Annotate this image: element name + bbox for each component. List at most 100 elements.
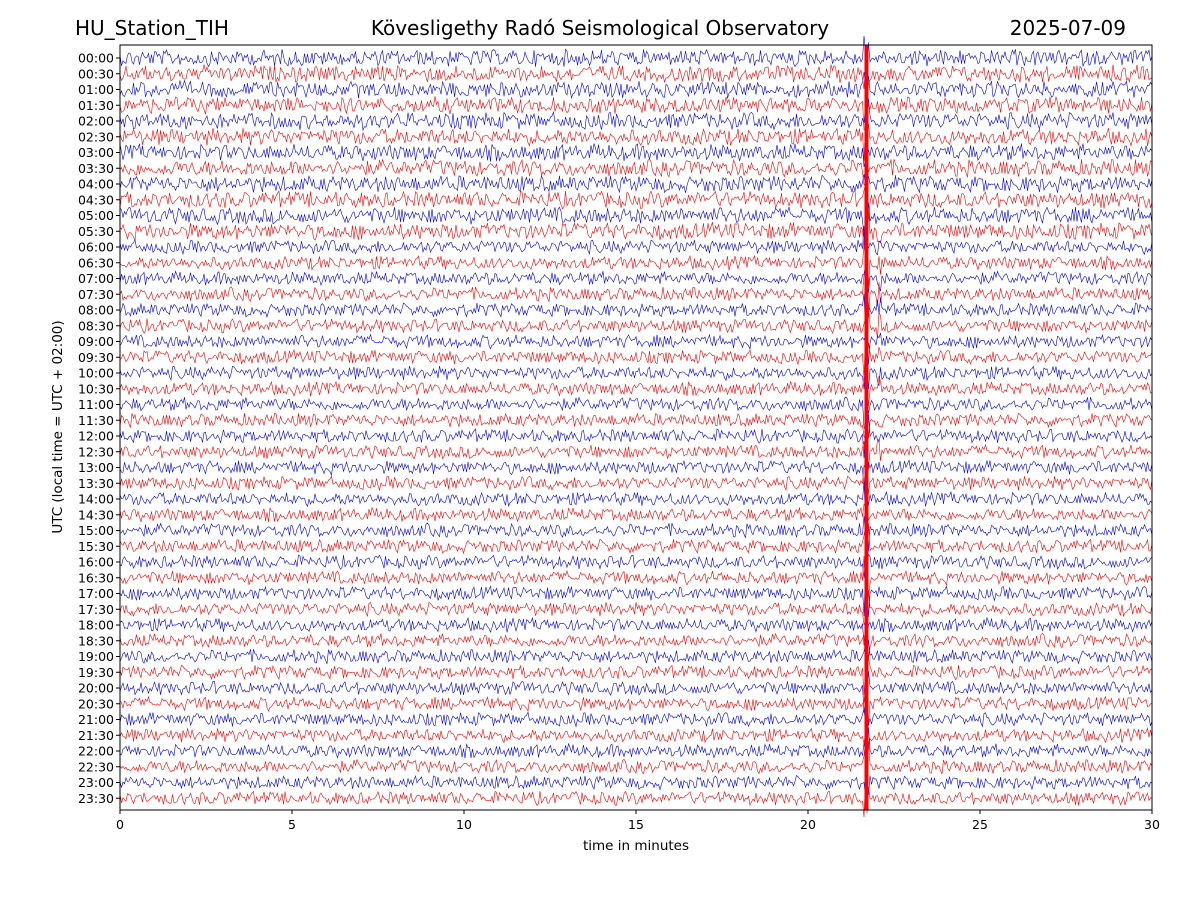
y-tick-label: 02:00 — [78, 114, 114, 129]
trace-0130 — [119, 91, 1153, 131]
x-tick-label: 0 — [116, 817, 124, 832]
y-tick-label: 01:30 — [78, 98, 114, 113]
y-tick-label: 10:00 — [78, 366, 114, 381]
trace-0000 — [119, 35, 1153, 82]
trace-0530 — [119, 209, 1153, 250]
y-tick-label: 00:00 — [78, 51, 114, 66]
y-tick-label: 20:00 — [78, 681, 114, 696]
y-tick-label: 09:00 — [78, 334, 114, 349]
y-tick-label: 08:30 — [78, 318, 114, 333]
y-tick-label: 18:30 — [78, 633, 114, 648]
trace-1130 — [119, 406, 1153, 441]
y-tick-label: 12:00 — [78, 429, 114, 444]
y-tick-label: 15:30 — [78, 539, 114, 554]
y-tick-label: 10:30 — [78, 381, 114, 396]
y-tick-label: 08:00 — [78, 303, 114, 318]
y-tick-label: 20:30 — [78, 696, 114, 711]
y-tick-label: 05:30 — [78, 224, 114, 239]
y-tick-label: 12:30 — [78, 444, 114, 459]
y-tick-label: 22:00 — [78, 744, 114, 759]
x-axis-label: time in minutes — [583, 838, 689, 854]
trace-0200 — [119, 98, 1153, 132]
x-tick-label: 10 — [456, 817, 472, 832]
y-tick-label: 19:30 — [78, 665, 114, 680]
y-tick-label: 01:00 — [78, 82, 114, 97]
y-tick-label: 02:30 — [78, 129, 114, 144]
trace-2330 — [119, 778, 1153, 818]
trace-0230 — [119, 123, 1153, 162]
trace-0700 — [119, 264, 1153, 301]
y-tick-label: 11:30 — [78, 413, 114, 428]
trace-0300 — [119, 143, 1153, 167]
trace-0830 — [119, 302, 1153, 348]
y-tick-label: 03:00 — [78, 145, 114, 160]
trace-1630 — [119, 554, 1153, 597]
y-tick-label: 17:00 — [78, 586, 114, 601]
trace-2300 — [119, 774, 1153, 798]
y-tick-label: 17:30 — [78, 602, 114, 617]
trace-2230 — [119, 740, 1153, 790]
x-tick-label: 20 — [800, 817, 816, 832]
y-tick-label: 13:00 — [78, 460, 114, 475]
trace-2100 — [119, 708, 1153, 731]
date-title: 2025-07-09 — [1010, 16, 1126, 40]
trace-1600 — [119, 553, 1153, 578]
trace-0600 — [119, 225, 1153, 273]
trace-1230 — [119, 438, 1153, 470]
y-tick-label: 07:30 — [78, 287, 114, 302]
trace-0500 — [119, 202, 1153, 237]
trace-1100 — [119, 396, 1153, 432]
trace-1330 — [119, 465, 1153, 509]
y-tick-label: 16:30 — [78, 570, 114, 585]
x-axis-ticks: 0 5 10 15 20 25 30 — [116, 810, 1160, 832]
y-tick-label: 22:30 — [78, 759, 114, 774]
traces — [119, 35, 1153, 818]
plot-frame — [119, 44, 1153, 811]
trace-2000 — [119, 671, 1153, 714]
y-tick-label: 06:30 — [78, 255, 114, 270]
y-tick-label: 09:30 — [78, 350, 114, 365]
trace-0730 — [119, 270, 1153, 319]
trace-1900 — [119, 639, 1153, 665]
trace-1700 — [119, 571, 1153, 617]
trace-1500 — [119, 516, 1153, 552]
trace-2200 — [119, 727, 1153, 759]
trace-0900 — [119, 332, 1153, 365]
y-tick-label: 23:00 — [78, 775, 114, 790]
trace-0330 — [119, 149, 1153, 186]
y-tick-label: 13:30 — [78, 476, 114, 491]
trace-1800 — [119, 616, 1153, 646]
x-tick-label: 30 — [1144, 817, 1160, 832]
trace-1300 — [119, 459, 1153, 491]
trace-2130 — [119, 712, 1153, 747]
observatory-title: Kövesligethy Radó Seismological Observat… — [371, 16, 829, 40]
y-tick-label: 18:00 — [78, 618, 114, 633]
y-tick-label: 14:00 — [78, 492, 114, 507]
trace-0400 — [119, 173, 1153, 194]
y-tick-label: 05:00 — [78, 208, 114, 223]
trace-1200 — [119, 413, 1153, 459]
y-tick-label: 07:00 — [78, 271, 114, 286]
y-tick-label: 21:00 — [78, 712, 114, 727]
y-tick-label: 16:00 — [78, 555, 114, 570]
y-axis-label: UTC (local time = UTC + 02:00) — [50, 320, 66, 533]
x-tick-label: 5 — [288, 817, 296, 832]
trace-1730 — [119, 589, 1153, 625]
trace-1530 — [119, 523, 1153, 572]
x-tick-label: 15 — [628, 817, 644, 832]
trace-1000 — [119, 355, 1153, 390]
trace-0630 — [119, 244, 1153, 288]
y-tick-label: 11:00 — [78, 397, 114, 412]
y-tick-label: 19:00 — [78, 649, 114, 664]
y-tick-label: 06:00 — [78, 240, 114, 255]
trace-2030 — [119, 685, 1153, 726]
trace-0100 — [119, 71, 1153, 100]
trace-1930 — [119, 656, 1153, 695]
y-tick-label: 04:00 — [78, 177, 114, 192]
y-tick-label: 00:30 — [78, 66, 114, 81]
y-axis-ticks: 00:0000:3001:0001:3002:0002:3003:0003:30… — [78, 51, 120, 806]
y-tick-label: 03:30 — [78, 161, 114, 176]
y-tick-label: 23:30 — [78, 791, 114, 806]
y-tick-label: 21:30 — [78, 728, 114, 743]
